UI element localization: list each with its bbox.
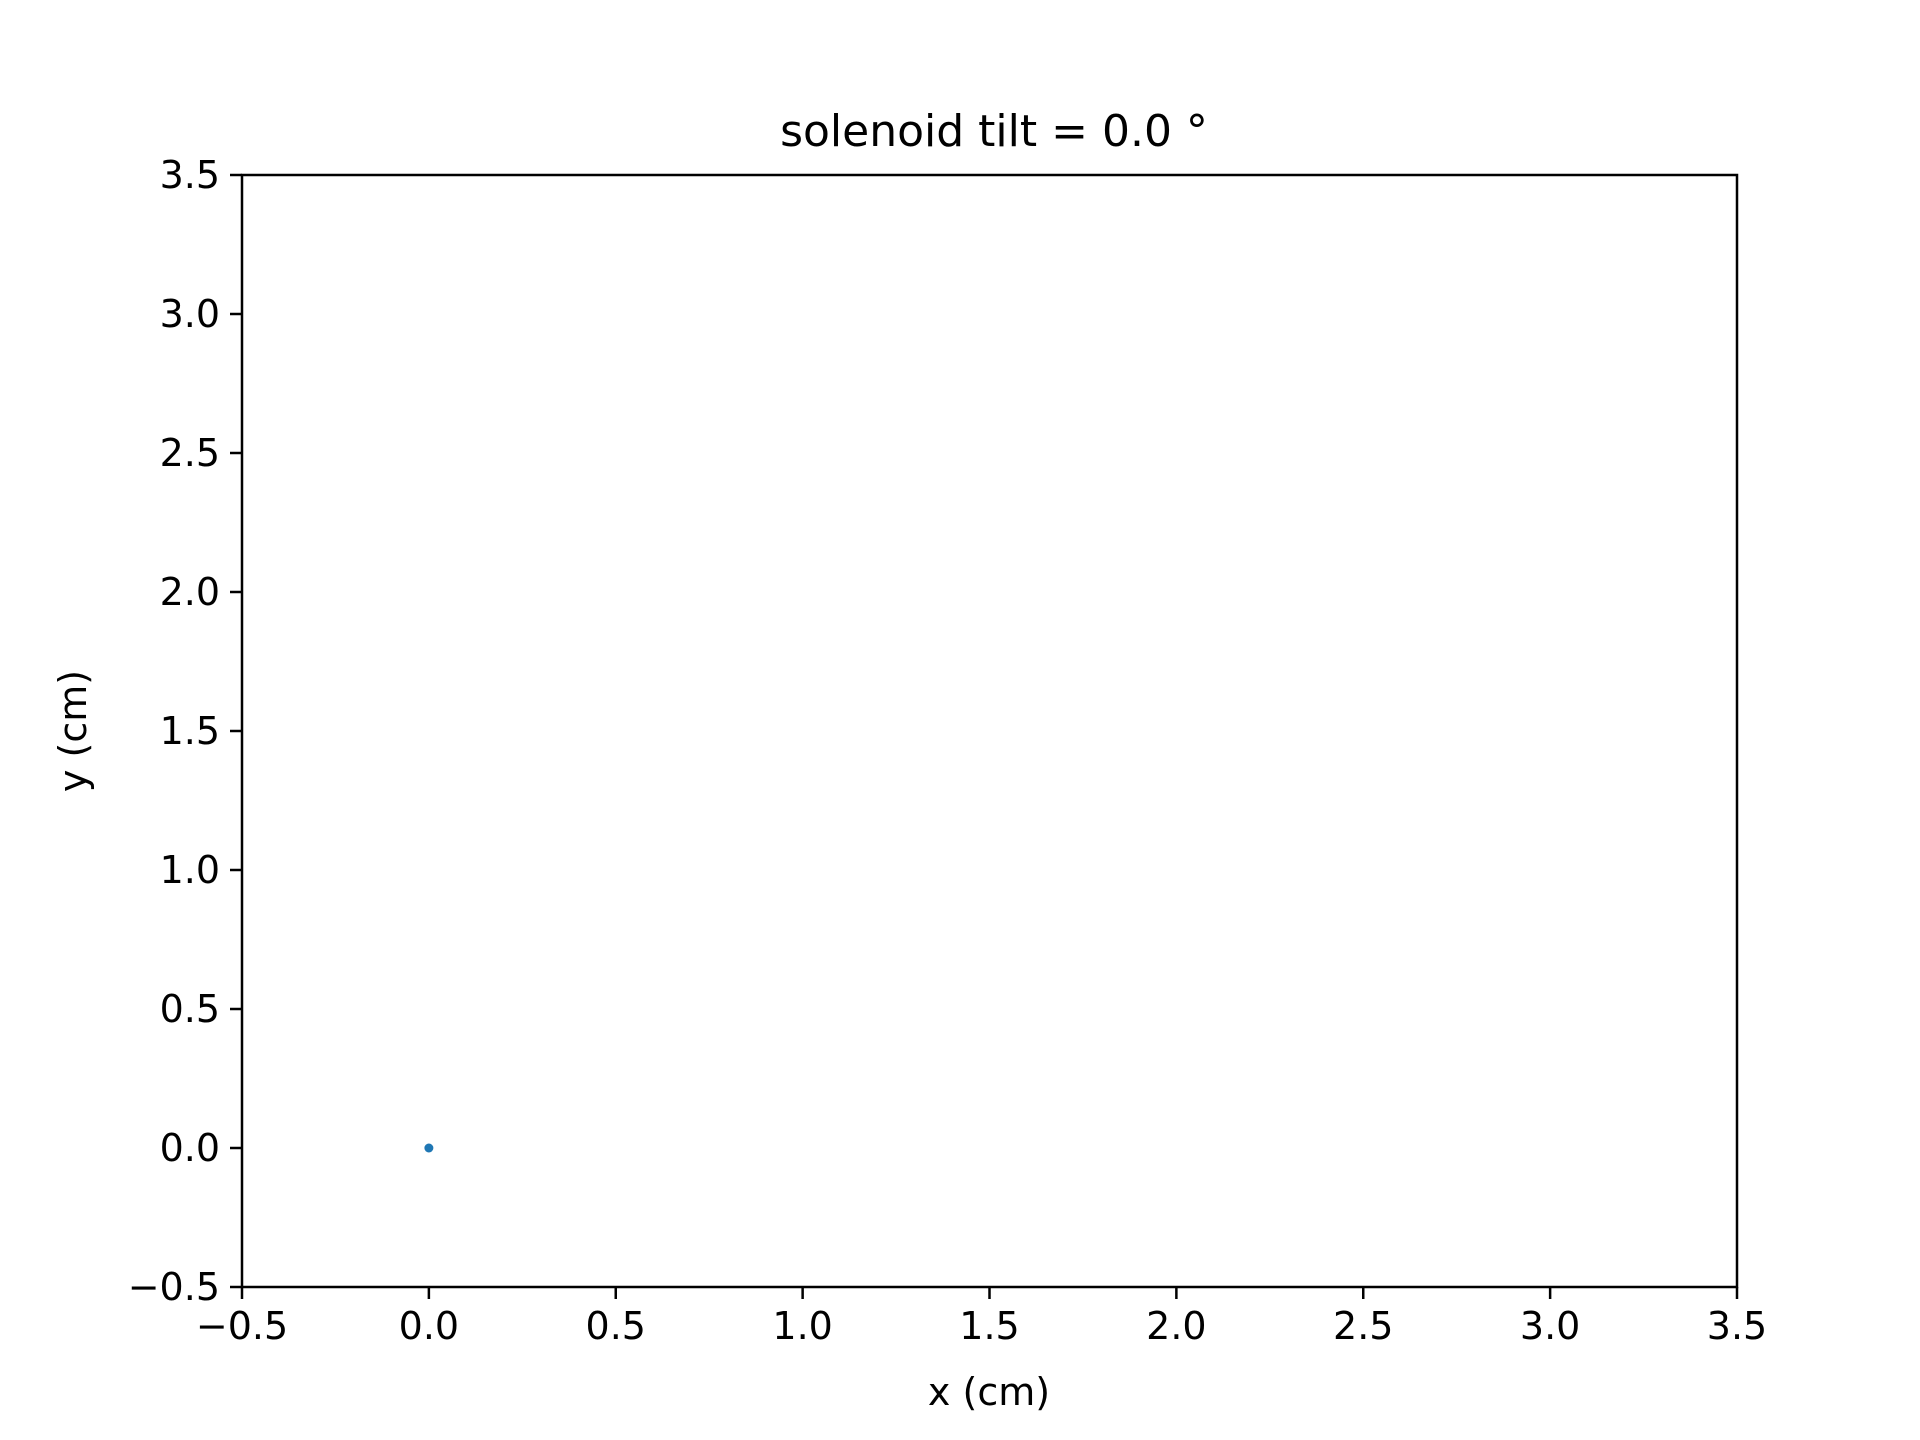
plot-marks	[424, 1143, 434, 1153]
x-tick-label: 1.0	[772, 1304, 832, 1348]
x-tick-label: 0.0	[399, 1304, 459, 1348]
y-tick-label: 3.5	[160, 153, 220, 197]
y-tick-label: 3.0	[160, 292, 220, 336]
x-tick-label: 3.0	[1520, 1304, 1580, 1348]
y-axis-ticks: −0.5 0.0 0.5 1.0 1.5 2.0 2.5 3.0 3.5	[128, 153, 242, 1309]
data-point	[424, 1143, 434, 1153]
y-tick-label: 0.0	[160, 1126, 220, 1170]
y-tick-label: 1.0	[160, 848, 220, 892]
y-tick-label: 2.5	[160, 431, 220, 475]
x-axis-label: x (cm)	[928, 1370, 1050, 1414]
chart-title: solenoid tilt = 0.0 °	[780, 106, 1208, 157]
y-axis-label: y (cm)	[51, 670, 95, 792]
y-tick-label: 2.0	[160, 570, 220, 614]
x-tick-label: 0.5	[586, 1304, 646, 1348]
y-tick-label: 1.5	[160, 709, 220, 753]
x-tick-label: 2.5	[1333, 1304, 1393, 1348]
x-axis-ticks: −0.5 0.0 0.5 1.0 1.5 2.0 2.5 3.0 3.5	[196, 1287, 1767, 1348]
plot-area-frame	[240, 173, 1739, 1289]
y-tick-label: −0.5	[128, 1265, 220, 1309]
x-tick-label: 3.5	[1707, 1304, 1767, 1348]
x-tick-label: 1.5	[959, 1304, 1019, 1348]
x-tick-label: 2.0	[1146, 1304, 1206, 1348]
y-tick-label: 0.5	[160, 987, 220, 1031]
x-tick-label: −0.5	[196, 1304, 288, 1348]
